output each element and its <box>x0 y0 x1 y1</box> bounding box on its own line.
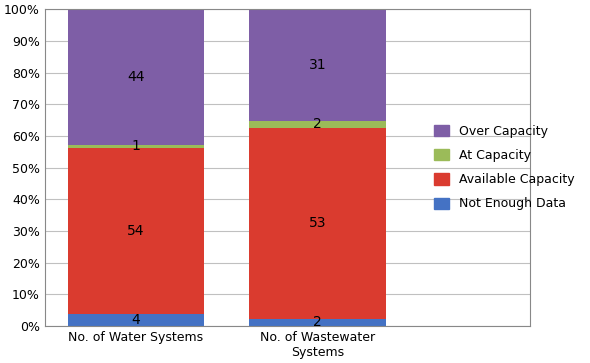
Bar <box>68 144 204 148</box>
Text: 54: 54 <box>127 224 145 238</box>
Text: 53: 53 <box>309 216 326 231</box>
Text: 31: 31 <box>309 58 326 72</box>
Bar <box>250 9 386 121</box>
Bar <box>250 128 386 319</box>
Text: 2: 2 <box>313 315 322 329</box>
Bar <box>68 9 204 144</box>
Text: 1: 1 <box>132 139 140 153</box>
Text: 2: 2 <box>313 117 322 131</box>
Legend: Over Capacity, At Capacity, Available Capacity, Not Enough Data: Over Capacity, At Capacity, Available Ca… <box>429 120 580 216</box>
Bar <box>250 121 386 128</box>
Bar <box>68 148 204 314</box>
Text: 4: 4 <box>132 313 140 327</box>
Bar <box>68 314 204 326</box>
Bar <box>250 319 386 326</box>
Text: 44: 44 <box>127 70 145 84</box>
